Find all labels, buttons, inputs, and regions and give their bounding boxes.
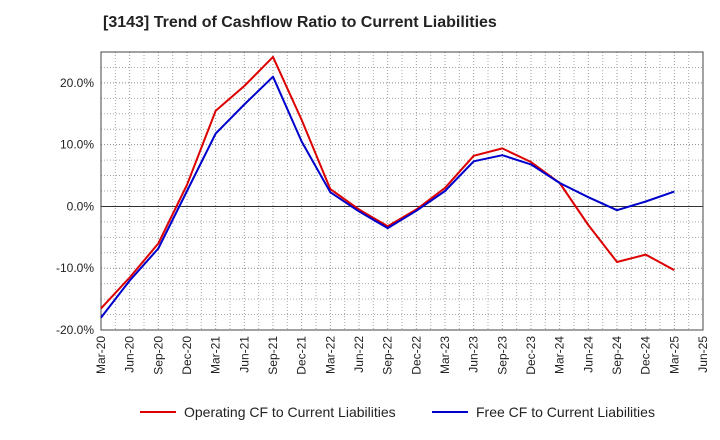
x-tick-label: Mar-24 [553, 336, 567, 374]
y-tick-label: 20.0% [60, 76, 94, 90]
x-tick-label: Dec-20 [180, 336, 194, 375]
x-tick-label: Mar-22 [323, 336, 337, 374]
x-tick-label: Sep-22 [381, 336, 395, 375]
x-tick-label: Jun-25 [696, 336, 710, 373]
x-tick-label: Dec-24 [639, 336, 653, 375]
x-tick-label: Mar-20 [94, 336, 108, 374]
x-tick-label: Dec-21 [295, 336, 309, 375]
x-tick-label: Jun-23 [467, 336, 481, 373]
x-tick-label: Jun-24 [581, 336, 595, 373]
x-tick-label: Sep-23 [495, 336, 509, 375]
x-tick-label: Jun-21 [237, 336, 251, 373]
x-tick-label: Mar-23 [438, 336, 452, 374]
y-tick-label: -10.0% [56, 261, 94, 275]
legend-label-free-cf: Free CF to Current Liabilities [476, 404, 655, 420]
legend-swatch-free-cf [432, 411, 468, 413]
y-tick-labels: -20.0% -10.0% 0.0% 10.0% 20.0% [56, 76, 94, 337]
y-tick-label: 0.0% [67, 199, 95, 213]
x-tick-label: Jun-20 [123, 336, 137, 373]
legend-swatch-operating-cf [140, 411, 176, 413]
x-tick-label: Mar-21 [209, 336, 223, 374]
x-tick-label: Sep-24 [610, 336, 624, 375]
x-tick-label: Dec-23 [524, 336, 538, 375]
plot-area-border [100, 51, 704, 331]
legend-item-operating-cf: Operating CF to Current Liabilities [140, 404, 396, 420]
x-tick-label: Mar-25 [667, 336, 681, 374]
legend: Operating CF to Current Liabilities Free… [0, 404, 720, 426]
x-tick-label: Sep-20 [151, 336, 165, 375]
series-lines [100, 55, 675, 319]
plot-frame [100, 51, 704, 331]
y-tick-label: 10.0% [60, 138, 94, 152]
series-line-operating-cf [100, 55, 675, 310]
x-tick-label: Sep-21 [266, 336, 280, 375]
x-tick-label: Jun-22 [352, 336, 366, 373]
x-tick-label: Dec-22 [409, 336, 423, 375]
legend-label-operating-cf: Operating CF to Current Liabilities [184, 404, 396, 420]
legend-item-free-cf: Free CF to Current Liabilities [432, 404, 655, 420]
chart-title: [3143] Trend of Cashflow Ratio to Curren… [103, 14, 497, 31]
x-tick-labels: Mar-20 Jun-20 Sep-20 Dec-20 Mar-21 Jun-21 Sep-… [94, 336, 710, 375]
grid-lines [100, 51, 704, 331]
y-tick-label: -20.0% [56, 323, 94, 337]
series-line-free-cf [100, 75, 675, 319]
